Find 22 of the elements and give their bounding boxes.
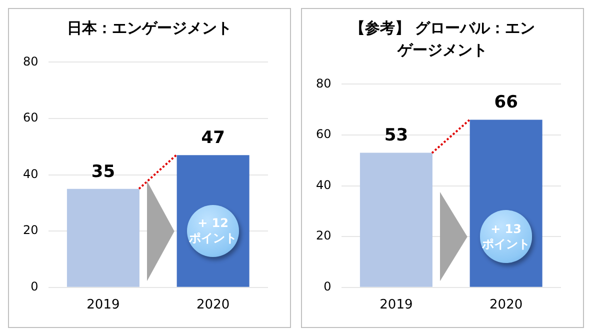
x-tick-label: 2020 [490, 298, 523, 313]
y-tick-label: 40 [22, 166, 38, 181]
data-label: 47 [201, 128, 225, 148]
data-label: 35 [91, 162, 116, 182]
data-label: 66 [494, 92, 518, 113]
y-tick-label: 80 [22, 54, 38, 68]
y-tick-label: 20 [316, 228, 332, 243]
data-label: 53 [384, 126, 408, 146]
y-tick-label: 0 [324, 280, 332, 294]
chart-title: 【参考】 グローバル：エンゲージメント [348, 18, 536, 61]
annotation: + 13 ポイント [480, 210, 532, 263]
chart-title: 日本：エンゲージメント [66, 18, 233, 39]
y-tick-label: 20 [22, 223, 38, 238]
y-tick-label: 60 [316, 127, 332, 142]
y-tick-label: 80 [316, 76, 332, 90]
annotation: + 12 ポイント [186, 204, 240, 258]
y-tick-label: 60 [22, 110, 38, 125]
x-tick-label: 2019 [86, 298, 120, 313]
y-tick-label: 40 [316, 178, 332, 192]
y-tick-label: 0 [30, 280, 38, 294]
x-tick-label: 2020 [196, 298, 230, 313]
x-tick-label: 2019 [380, 298, 413, 313]
